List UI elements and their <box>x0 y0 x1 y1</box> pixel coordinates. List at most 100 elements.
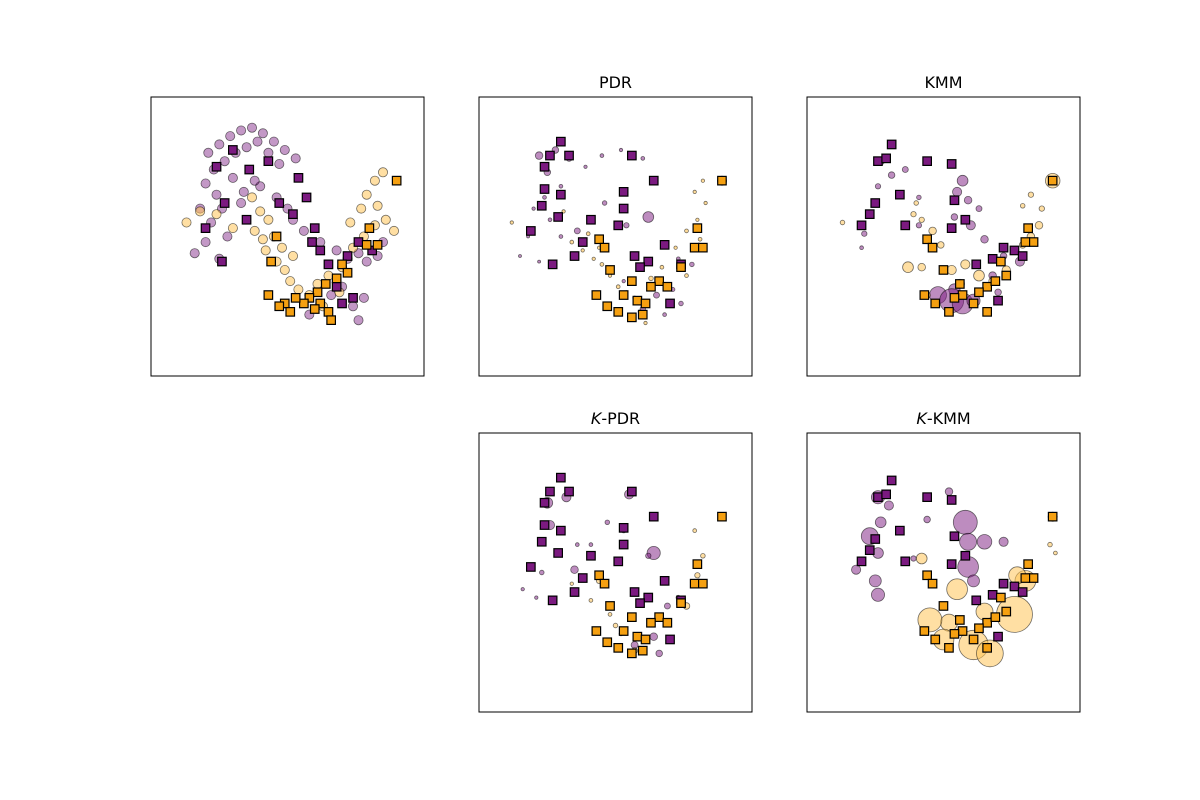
circle-point <box>604 519 610 525</box>
square-point <box>553 212 564 222</box>
square-point <box>971 595 982 606</box>
circle-point <box>874 183 882 190</box>
square-point <box>864 545 875 556</box>
square-point <box>626 276 637 286</box>
circle-point <box>214 139 225 150</box>
square-point <box>618 626 629 636</box>
square-point <box>968 634 979 645</box>
circle-point <box>700 553 706 559</box>
circle-point <box>268 136 279 147</box>
circle-point <box>697 237 703 242</box>
circle-point <box>946 578 968 600</box>
circle-point <box>246 192 257 203</box>
square-point <box>613 220 624 231</box>
circle-point <box>588 598 594 603</box>
panel-unweighted <box>150 96 425 377</box>
circle-point <box>583 164 588 169</box>
square-point <box>364 223 375 233</box>
square-point <box>662 617 673 628</box>
circle-point <box>910 211 917 218</box>
square-point <box>217 256 227 267</box>
circle-point <box>859 245 864 251</box>
square-point <box>536 536 547 547</box>
square-point <box>525 562 536 572</box>
square-point <box>946 223 957 233</box>
square-point <box>539 497 550 508</box>
square-point <box>1047 175 1058 186</box>
circle-point <box>684 273 689 278</box>
circle-point <box>222 231 233 242</box>
square-point <box>637 645 648 656</box>
square-point <box>974 287 984 298</box>
circle-point <box>868 574 882 588</box>
circle-point <box>257 128 268 139</box>
square-point <box>930 634 941 645</box>
circle-point <box>952 186 963 197</box>
square-point <box>654 612 665 623</box>
circle-point <box>861 230 868 237</box>
square-point <box>946 159 957 169</box>
panel-title: K-KMM <box>916 409 970 428</box>
circle-point <box>607 612 613 617</box>
square-point <box>1028 573 1039 583</box>
square-point <box>856 556 867 567</box>
square-point <box>654 276 665 286</box>
circle-point <box>558 184 564 189</box>
square-point <box>659 240 670 250</box>
square-point <box>974 623 984 634</box>
circle-point <box>659 264 665 270</box>
square-point <box>717 175 727 186</box>
square-point <box>323 259 334 270</box>
square-point <box>1020 237 1031 247</box>
circle-point <box>916 194 922 201</box>
square-point <box>938 601 949 611</box>
square-point <box>640 298 651 309</box>
circle-point <box>918 216 925 223</box>
square-point <box>982 642 993 653</box>
square-point <box>629 251 640 261</box>
circle-point <box>973 269 985 282</box>
circle-point <box>219 156 230 167</box>
square-point <box>873 492 883 502</box>
circle-point <box>928 226 937 236</box>
circle-point <box>203 147 214 158</box>
circle-point <box>585 231 591 237</box>
square-point <box>320 279 331 289</box>
square-point <box>949 195 960 206</box>
circle-point <box>227 223 238 234</box>
circle-point <box>915 222 923 229</box>
square-point <box>348 293 358 303</box>
square-point <box>525 226 536 236</box>
circle-point <box>238 186 249 197</box>
circle-point <box>950 213 959 221</box>
circle-point <box>976 534 993 550</box>
square-point <box>586 550 596 561</box>
square-point <box>613 642 624 653</box>
square-point <box>266 256 276 267</box>
square-point <box>539 520 550 530</box>
square-point <box>676 262 686 272</box>
circle-point <box>851 564 862 575</box>
square-point <box>626 312 637 323</box>
circle-point <box>380 214 391 225</box>
circle-point <box>249 225 260 236</box>
square-point <box>1017 251 1028 261</box>
circle-point <box>623 222 630 229</box>
circle-point <box>703 200 708 206</box>
square-point <box>659 575 670 586</box>
circle-point <box>241 142 252 153</box>
square-point <box>971 259 982 270</box>
circle-point <box>960 259 971 270</box>
square-point <box>1023 223 1034 233</box>
circle-point <box>1027 191 1035 198</box>
circle-point <box>684 228 689 234</box>
square-point <box>954 279 965 289</box>
square-point <box>599 578 610 589</box>
square-point <box>982 617 993 628</box>
square-point <box>692 223 703 233</box>
square-point <box>938 265 949 275</box>
circle-point <box>923 515 931 524</box>
square-point <box>665 634 675 645</box>
square-point <box>864 209 875 219</box>
square-point <box>1009 581 1020 592</box>
